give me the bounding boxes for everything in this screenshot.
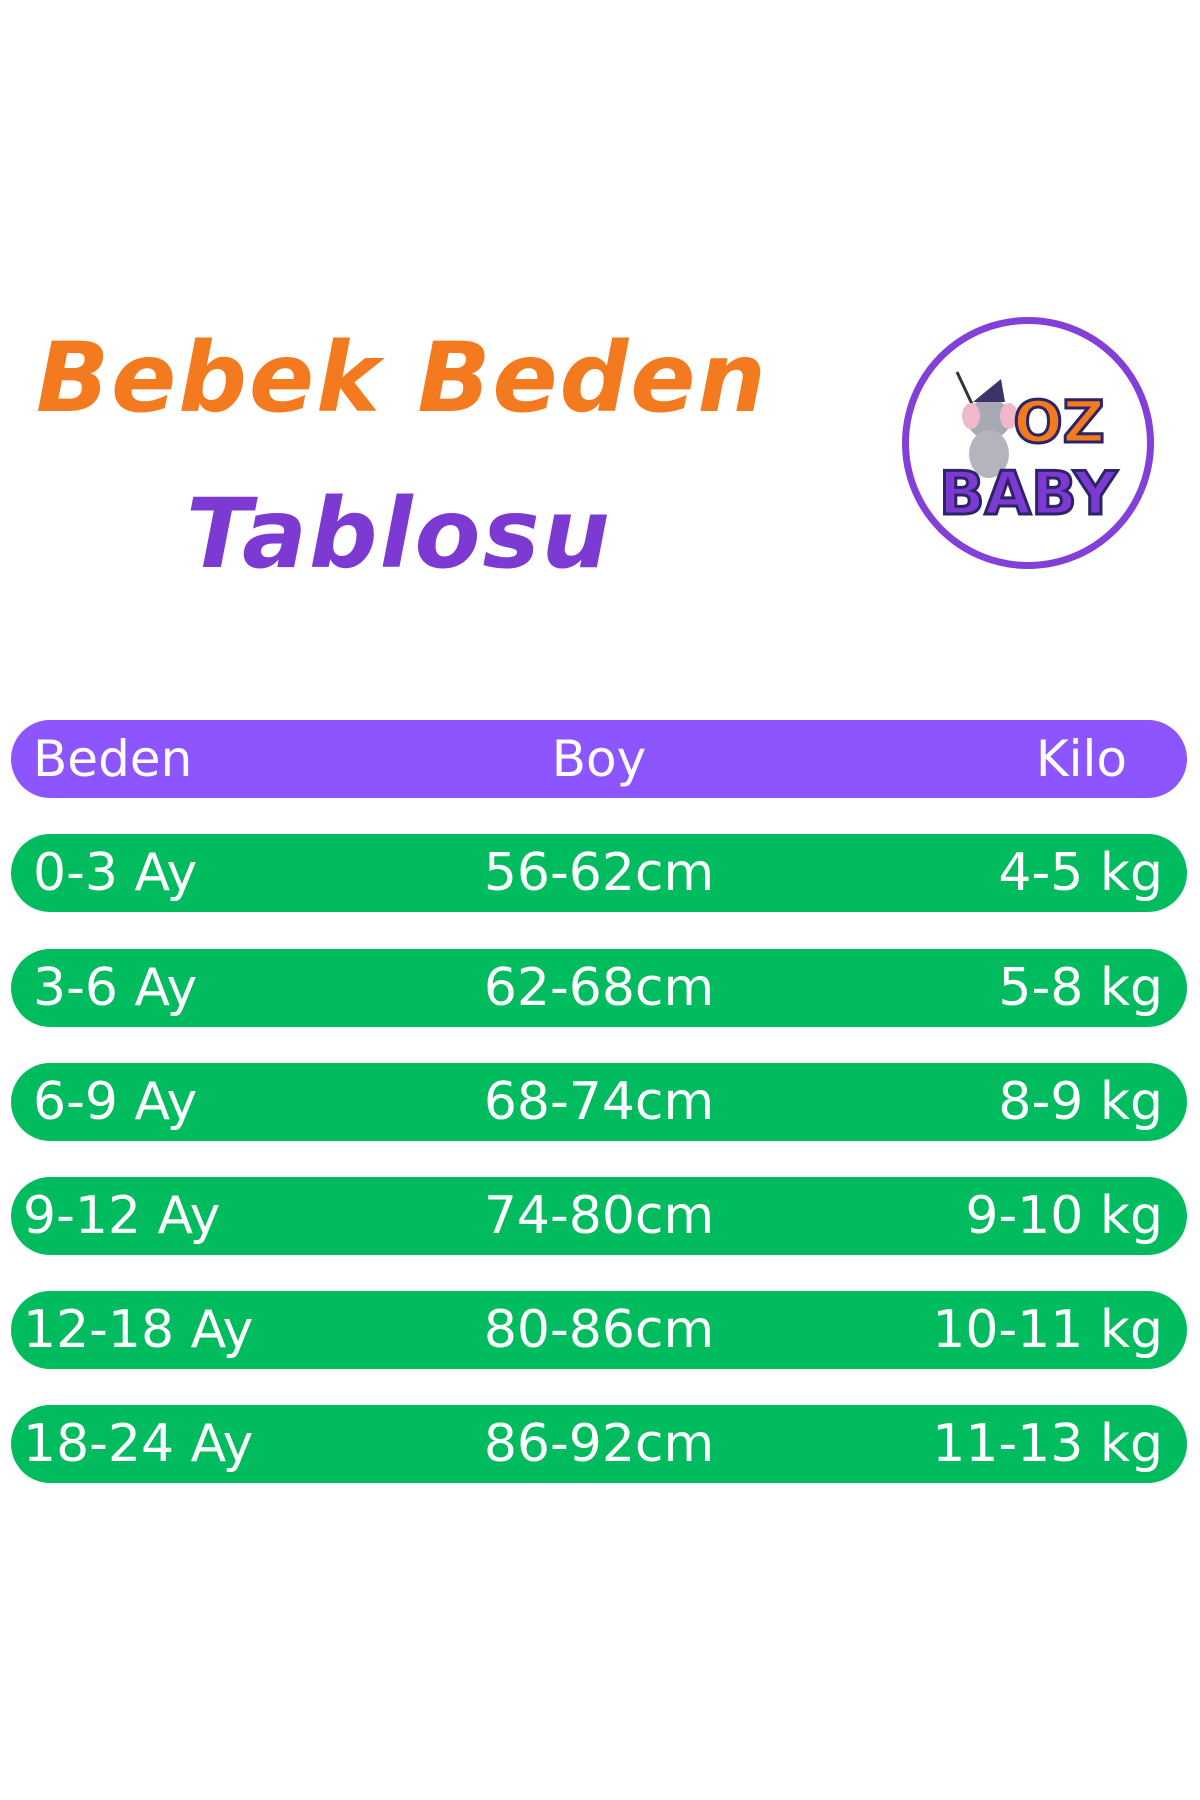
- header-boy: Boy: [551, 730, 647, 788]
- cell-kilo: 5-8 kg: [998, 958, 1163, 1018]
- cell-boy: 74-80cm: [483, 1186, 715, 1246]
- title-line-1: Bebek Beden: [36, 322, 768, 434]
- cell-kilo: 8-9 kg: [998, 1072, 1163, 1132]
- cell-beden: 9-12 Ay: [23, 1186, 221, 1246]
- cell-beden: 12-18 Ay: [23, 1300, 254, 1360]
- cell-kilo: 9-10 kg: [965, 1186, 1163, 1246]
- cell-boy: 86-92cm: [483, 1414, 715, 1474]
- cell-boy: 62-68cm: [483, 958, 715, 1018]
- table-row: 0-3 Ay 56-62cm 4-5 kg: [11, 834, 1187, 912]
- cell-beden: 3-6 Ay: [33, 958, 198, 1018]
- cell-boy: 68-74cm: [483, 1072, 715, 1132]
- header-kilo: Kilo: [1035, 730, 1127, 788]
- elephant-mascot-icon: OZ BABY: [937, 371, 1120, 531]
- table-row: 12-18 Ay 80-86cm 10-11 kg: [11, 1291, 1187, 1369]
- cell-kilo: 10-11 kg: [932, 1300, 1163, 1360]
- cell-boy: 56-62cm: [483, 843, 715, 903]
- header-beden: Beden: [33, 730, 193, 788]
- table-header: Beden Boy Kilo: [11, 720, 1187, 798]
- cell-kilo: 4-5 kg: [998, 843, 1163, 903]
- title-line-2: Tablosu: [186, 478, 612, 590]
- cell-beden: 0-3 Ay: [33, 843, 198, 903]
- table-row: 6-9 Ay 68-74cm 8-9 kg: [11, 1063, 1187, 1141]
- table-row: 18-24 Ay 86-92cm 11-13 kg: [11, 1405, 1187, 1483]
- table-row: 9-12 Ay 74-80cm 9-10 kg: [11, 1177, 1187, 1255]
- cell-beden: 18-24 Ay: [23, 1414, 254, 1474]
- svg-text:BABY: BABY: [939, 459, 1119, 529]
- cell-kilo: 11-13 kg: [932, 1414, 1163, 1474]
- cell-beden: 6-9 Ay: [33, 1072, 198, 1132]
- cell-boy: 80-86cm: [483, 1300, 715, 1360]
- oz-baby-logo: OZ BABY: [902, 317, 1154, 569]
- table-row: 3-6 Ay 62-68cm 5-8 kg: [11, 949, 1187, 1027]
- svg-text:OZ: OZ: [1013, 388, 1104, 456]
